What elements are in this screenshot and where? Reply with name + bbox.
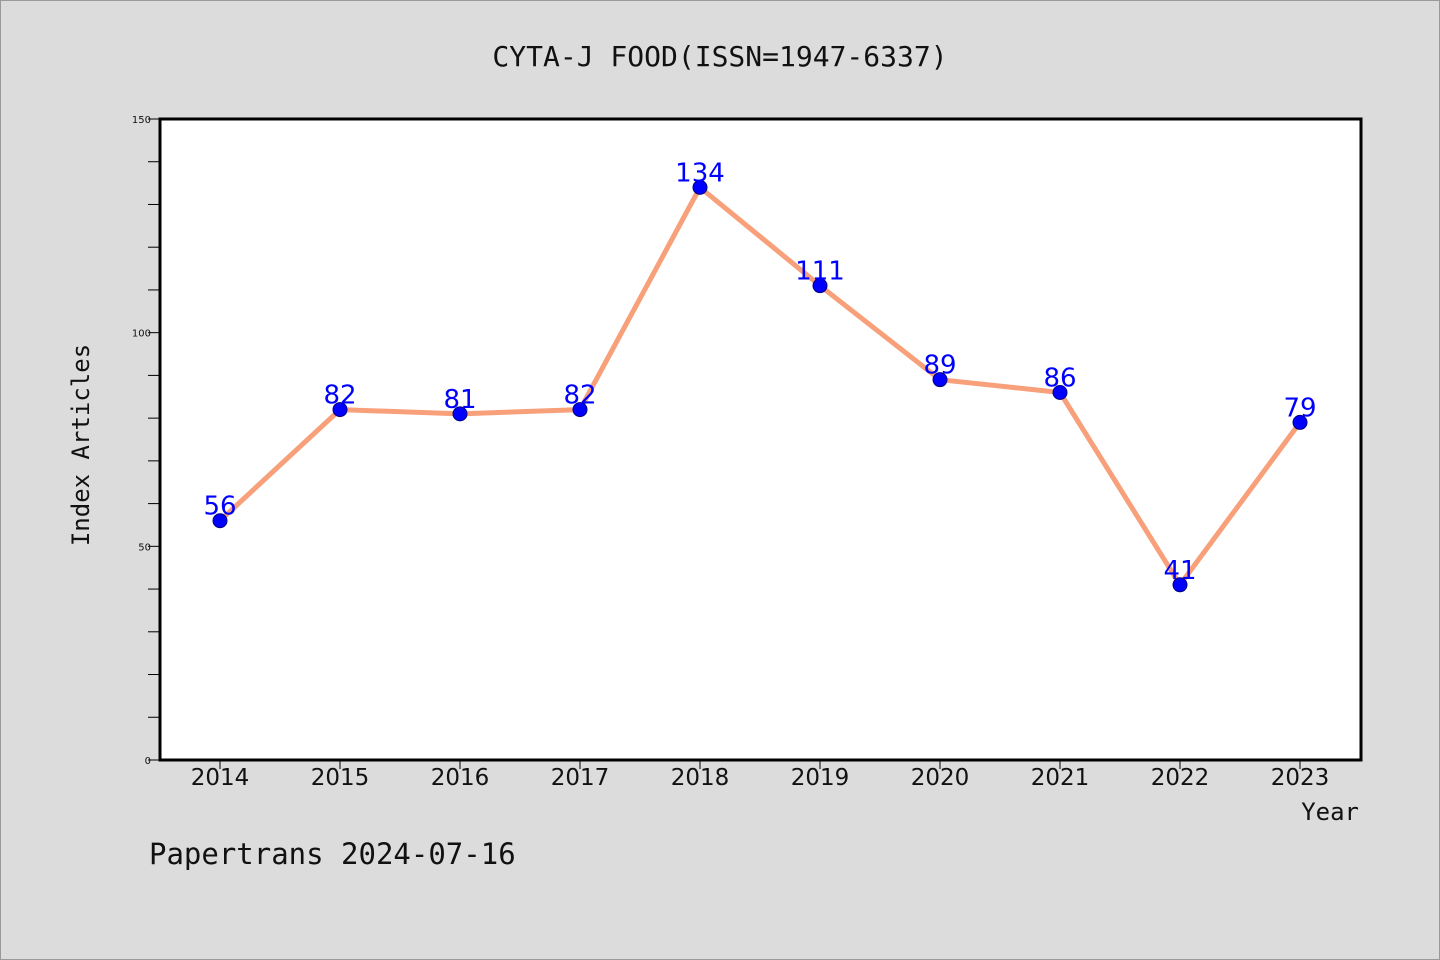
y-tick-label: 0 <box>145 756 151 767</box>
footer-watermark: Papertrans 2024-07-16 <box>149 837 516 871</box>
x-tick-label: 2016 <box>431 765 490 791</box>
data-label: 111 <box>795 257 845 287</box>
data-label: 89 <box>923 351 956 381</box>
data-point <box>812 278 828 294</box>
data-label: 56 <box>203 492 236 522</box>
y-tick-label: 150 <box>132 115 151 126</box>
data-label: 81 <box>443 385 476 415</box>
data-point <box>932 372 948 388</box>
series-line-group <box>218 184 1303 588</box>
x-tick-label: 2020 <box>911 765 970 791</box>
plot-area <box>158 117 1363 762</box>
x-tick-label: 2018 <box>671 765 730 791</box>
data-point <box>1292 414 1308 430</box>
data-label: 41 <box>1163 556 1196 586</box>
x-tick-label: 2014 <box>191 765 250 791</box>
x-tick-label: 2022 <box>1151 765 1210 791</box>
data-label: 82 <box>323 381 356 411</box>
y-tick-label: 50 <box>138 542 151 553</box>
data-point <box>212 513 228 529</box>
x-axis-label: Year <box>1301 798 1359 826</box>
data-label: 79 <box>1283 393 1316 423</box>
x-tick-label: 2017 <box>551 765 610 791</box>
data-labels: 56 82 81 82 134 111 89 86 41 79 <box>203 158 1316 585</box>
data-label: 134 <box>675 158 725 188</box>
x-axis: 2014 2015 2016 2017 2018 2019 2020 2021 2022 2023 <box>191 760 1330 791</box>
x-tick-label: 2015 <box>311 765 370 791</box>
x-tick-label: 2019 <box>791 765 850 791</box>
data-label: 82 <box>563 381 596 411</box>
data-label: 86 <box>1043 363 1076 393</box>
x-tick-label: 2021 <box>1031 765 1090 791</box>
data-point <box>692 179 708 195</box>
data-point <box>1172 577 1188 593</box>
data-point <box>572 402 588 418</box>
data-point <box>452 406 468 422</box>
x-tick-label: 2023 <box>1271 765 1330 791</box>
y-axis: 0 50 100 150 <box>132 115 160 767</box>
y-axis-label: Index Articles <box>67 344 95 546</box>
series-line <box>218 184 1303 588</box>
data-markers <box>212 179 1308 593</box>
data-point <box>1052 384 1068 400</box>
data-point <box>332 402 348 418</box>
chart-title: CYTA-J FOOD(ISSN=1947-6337) <box>492 40 947 73</box>
y-tick-label: 100 <box>132 329 151 340</box>
